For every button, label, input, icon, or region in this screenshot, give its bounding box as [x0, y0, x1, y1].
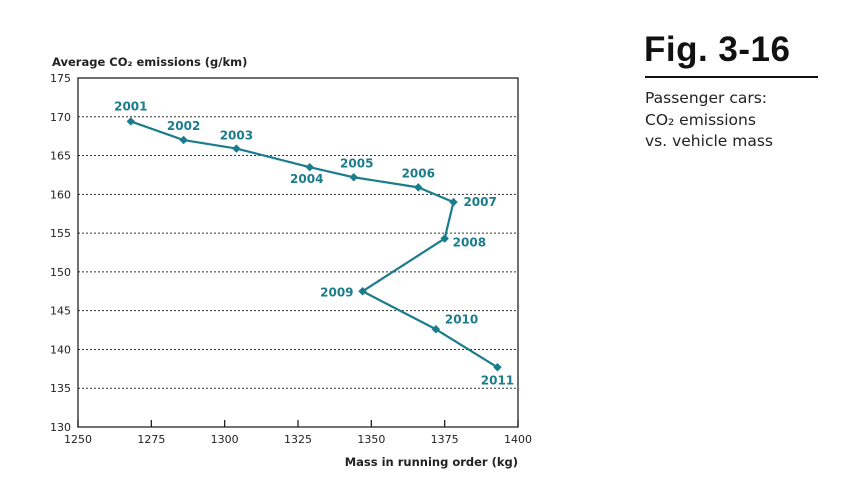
x-tick-label: 1300: [211, 433, 239, 446]
data-point: [449, 197, 458, 207]
data-label: 2003: [220, 129, 253, 143]
y-tick-label: 150: [50, 266, 71, 279]
data-label: 2001: [114, 99, 147, 113]
figure-number: Fig. 3-16: [644, 30, 791, 69]
title-rule: [645, 76, 818, 78]
data-point: [305, 162, 314, 172]
x-tick-label: 1325: [284, 433, 312, 446]
x-tick-label: 1275: [137, 433, 165, 446]
y-tick-label: 140: [50, 343, 71, 356]
data-point: [358, 287, 367, 296]
data-point: [431, 325, 441, 334]
data-label: 2002: [167, 119, 200, 133]
data-point: [232, 144, 241, 153]
data-label: 2008: [453, 236, 486, 250]
y-tick-label: 170: [50, 111, 71, 124]
x-tick-label: 1350: [357, 433, 385, 446]
figure-subtitle: Passenger cars: CO₂ emissions vs. vehicl…: [645, 88, 773, 153]
data-point: [126, 117, 136, 126]
data-point: [414, 183, 423, 192]
y-tick-label: 155: [50, 227, 71, 240]
data-label: 2011: [481, 373, 514, 387]
data-label: 2009: [320, 285, 353, 299]
data-label: 2006: [402, 166, 435, 180]
data-point: [440, 234, 449, 243]
y-tick-label: 145: [50, 305, 71, 318]
data-label: 2004: [290, 172, 323, 186]
data-label: 2007: [463, 195, 496, 209]
data-label: 2010: [445, 312, 478, 326]
x-tick-label: 1400: [504, 433, 532, 446]
series-line: [130, 120, 499, 369]
data-point: [179, 135, 188, 145]
x-tick-label: 1250: [64, 433, 92, 446]
subtitle-line: Passenger cars:: [645, 89, 768, 107]
data-point: [349, 173, 358, 182]
y-tick-label: 130: [50, 421, 71, 434]
x-tick-label: 1375: [431, 433, 459, 446]
data-label: 2005: [340, 156, 373, 170]
plot-frame: [77, 77, 519, 428]
y-tick-label: 175: [50, 72, 71, 85]
y-tick-label: 160: [50, 188, 71, 201]
x-axis-label: Mass in running order (kg): [345, 455, 518, 469]
y-tick-label: 135: [50, 382, 71, 395]
y-axis-label: Average CO₂ emissions (g/km): [52, 55, 247, 69]
subtitle-line: CO₂ emissions: [645, 110, 756, 129]
y-tick-label: 165: [50, 150, 71, 163]
data-point: [493, 363, 502, 372]
subtitle-line: vs. vehicle mass: [645, 132, 773, 150]
